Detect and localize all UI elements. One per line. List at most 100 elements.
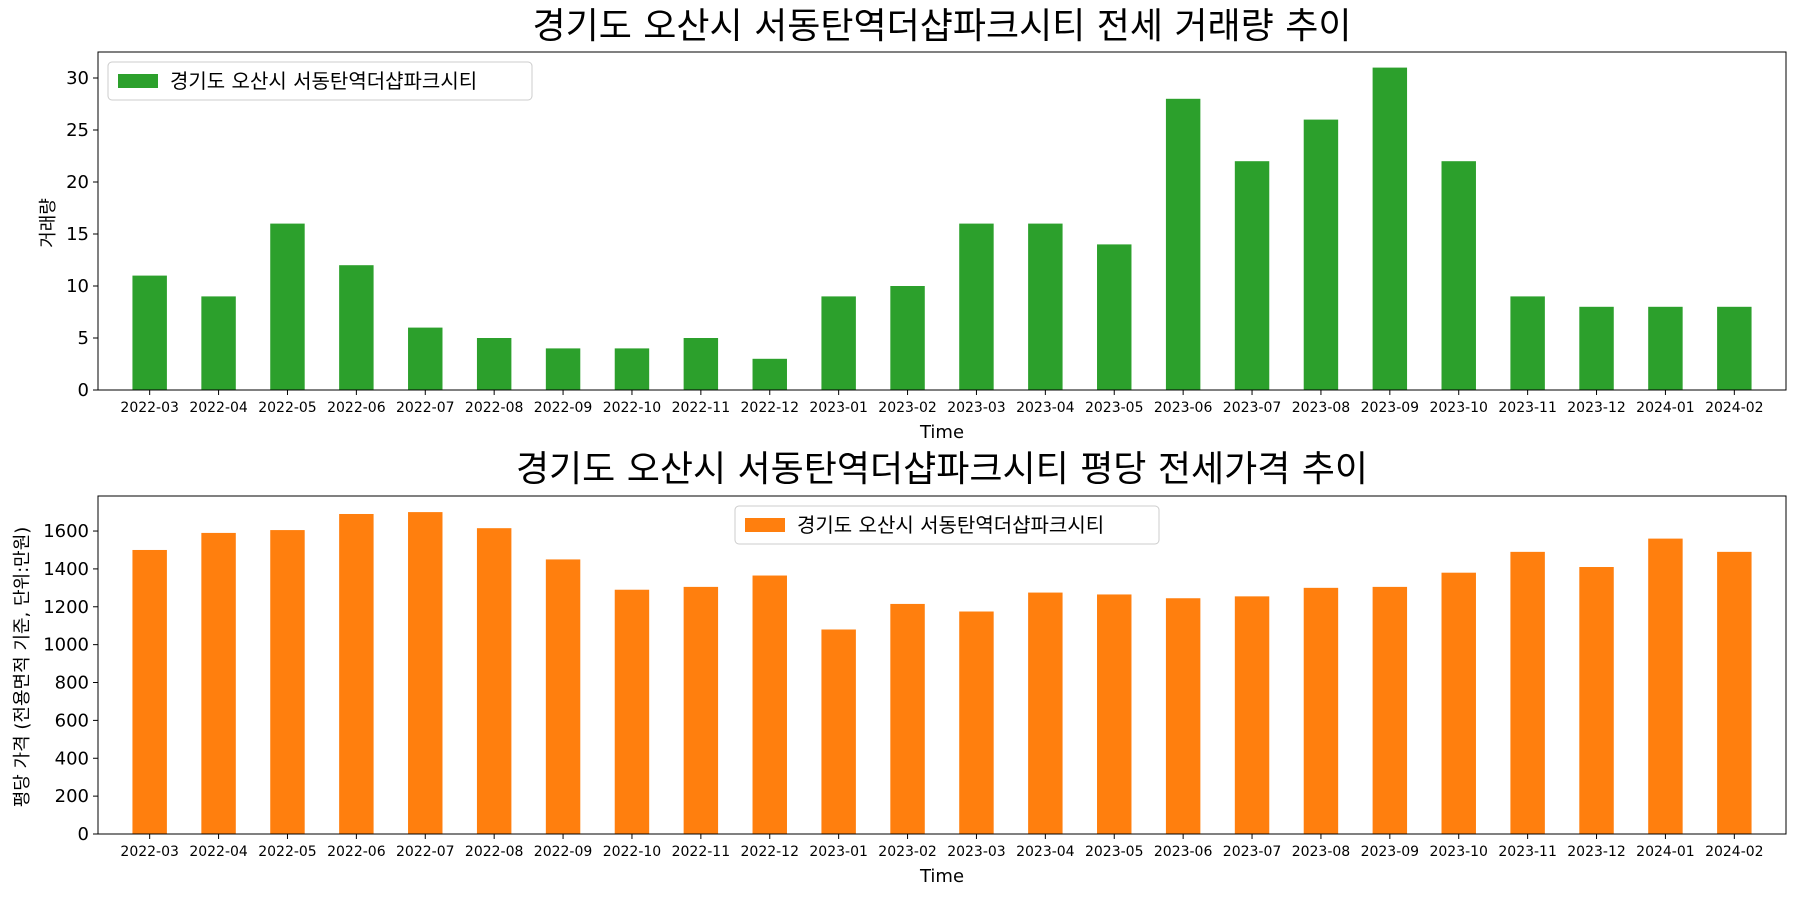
chart-1-bar-2022-08 bbox=[476, 338, 512, 390]
chart-2-axes-frame bbox=[97, 495, 1787, 835]
chart-1-bar-2023-09 bbox=[1372, 67, 1408, 390]
chart-2-plot: 2022-03 2022-04 2022-05 2022-06 2022-07 2022-… bbox=[43, 495, 1787, 860]
chart-1-y-tick-label: 0 bbox=[78, 380, 89, 401]
chart-2-bar-2024-02 bbox=[1717, 551, 1752, 834]
chart-2-bar-2022-07 bbox=[408, 512, 443, 834]
chart-1-bar-2023-12 bbox=[1579, 306, 1614, 390]
chart-2-y-tick-label: 1200 bbox=[43, 597, 89, 618]
chart-1-bar-2022-03 bbox=[132, 275, 167, 390]
chart-1-title: 경기도 오산시 서동탄역더샵파크시티 전세 거래량 추이 bbox=[533, 6, 1352, 47]
chart-2-x-tick-label: 2022-05 bbox=[258, 844, 317, 860]
chart-2-x-tick-label: 2023-10 bbox=[1429, 844, 1488, 860]
chart-2-x-tick-label: 2022-04 bbox=[189, 844, 248, 860]
chart-2-bar-2023-09 bbox=[1372, 586, 1408, 834]
chart-1-x-tick-label: 2022-11 bbox=[672, 400, 731, 416]
chart-1-x-tick-label: 2022-05 bbox=[258, 400, 317, 416]
chart-1-bar-2022-04 bbox=[201, 296, 236, 390]
chart-1-bar-2022-11 bbox=[683, 338, 719, 390]
chart-1-y-tick-label: 10 bbox=[66, 276, 89, 297]
chart-2-x-tick-label: 2023-01 bbox=[809, 844, 868, 860]
chart-1-axes-frame bbox=[97, 51, 1787, 391]
chart-1-x-tick-label: 2023-10 bbox=[1429, 400, 1488, 416]
chart-1-legend-box bbox=[107, 61, 533, 101]
chart-2-title: 경기도 오산시 서동탄역더샵파크시티 평당 전세가격 추이 bbox=[516, 449, 1368, 490]
chart-1-x-tick-label: 2023-07 bbox=[1223, 400, 1282, 416]
chart-1-plot: 2022-03 2022-04 2022-05 2022-06 2022-07 2022-… bbox=[66, 51, 1787, 416]
chart-2-legend-swatch bbox=[745, 518, 785, 532]
chart-1-y-tick-label: 15 bbox=[66, 224, 89, 245]
chart-2-xlabel: Time bbox=[919, 866, 964, 887]
chart-1-x-tick-label: 2023-02 bbox=[878, 400, 937, 416]
chart-2-x-tick-label: 2024-01 bbox=[1636, 844, 1695, 860]
chart-2-x-tick-label: 2022-03 bbox=[120, 844, 179, 860]
chart-2-bar-2022-03 bbox=[132, 549, 167, 834]
chart-2-bar-2022-12 bbox=[752, 575, 787, 834]
chart-2-ylabel: 평당 가격 (전용면적 기준, 단위:만원) bbox=[12, 527, 33, 808]
chart-2-x-tick-label: 2022-06 bbox=[327, 844, 386, 860]
chart-2-bar-2022-11 bbox=[683, 586, 719, 834]
chart-1-x-tick-label: 2022-12 bbox=[741, 400, 800, 416]
chart-1-x-tick-label: 2022-08 bbox=[465, 400, 524, 416]
chart-1-bar-2023-01 bbox=[821, 296, 856, 390]
chart-1-x-tick-label: 2023-06 bbox=[1154, 400, 1213, 416]
chart-2-legend-label: 경기도 오산시 서동탄역더샵파크시티 bbox=[797, 513, 1104, 537]
chart-1-x-tick-label: 2024-02 bbox=[1705, 400, 1764, 416]
chart-1-y-tick-label: 30 bbox=[66, 68, 89, 89]
chart-1-x-tick-label: 2023-03 bbox=[947, 400, 1006, 416]
chart-1-bar-2023-08 bbox=[1303, 119, 1339, 390]
chart-1-bar-2023-02 bbox=[890, 286, 925, 390]
chart-1-legend-label: 경기도 오산시 서동탄역더샵파크시티 bbox=[170, 69, 477, 93]
chart-2-bar-2024-01 bbox=[1648, 538, 1683, 834]
chart-2-bar-2022-09 bbox=[545, 559, 581, 834]
chart-1-legend: 경기도 오산시 서동탄역더샵파크시티 bbox=[107, 61, 533, 101]
chart-2-legend-box bbox=[734, 505, 1160, 545]
chart-2-y-tick-label: 600 bbox=[55, 710, 89, 731]
chart-2-bar-2022-06 bbox=[339, 513, 374, 834]
chart-2-x-tick-label: 2023-06 bbox=[1154, 844, 1213, 860]
chart-1-x-tick-label: 2022-07 bbox=[396, 400, 455, 416]
chart-1-bar-2022-05 bbox=[270, 223, 305, 390]
chart-2-y-tick-label: 0 bbox=[78, 824, 89, 845]
chart-2-x-tick-label: 2022-09 bbox=[534, 844, 593, 860]
chart-1-x-tick-label: 2022-04 bbox=[189, 400, 248, 416]
chart-2-bar-2022-10 bbox=[614, 589, 650, 834]
chart-2-bar-2022-05 bbox=[270, 530, 305, 834]
chart-2-x-tick-label: 2023-05 bbox=[1085, 844, 1144, 860]
chart-1-x-tick-label: 2022-06 bbox=[327, 400, 386, 416]
chart-2-x-tick-label: 2022-07 bbox=[396, 844, 455, 860]
chart-2-y-tick-label: 400 bbox=[55, 748, 89, 769]
chart-2-x-tick-label: 2022-10 bbox=[603, 844, 662, 860]
chart-2-x-tick-label: 2024-02 bbox=[1705, 844, 1764, 860]
chart-2-legend: 경기도 오산시 서동탄역더샵파크시티 bbox=[734, 505, 1160, 545]
chart-1-x-tick-label: 2023-05 bbox=[1085, 400, 1144, 416]
chart-2-bar-2023-01 bbox=[821, 629, 856, 834]
chart-2-x-tick-label: 2023-02 bbox=[878, 844, 937, 860]
chart-1-bar-2023-10 bbox=[1441, 161, 1476, 390]
chart-1-bar-2022-06 bbox=[339, 265, 374, 390]
chart-1-legend-swatch bbox=[118, 74, 158, 88]
chart-2-y-tick-label: 1400 bbox=[43, 559, 89, 580]
chart-2-bar-2022-04 bbox=[201, 532, 236, 834]
chart-1-x-tick-label: 2023-04 bbox=[1016, 400, 1075, 416]
chart-2-bar-2023-04 bbox=[1028, 592, 1063, 834]
chart-2-x-tick-label: 2023-12 bbox=[1567, 844, 1626, 860]
chart-1-x-tick-label: 2023-12 bbox=[1567, 400, 1626, 416]
chart-2-y-tick-label: 1000 bbox=[43, 635, 89, 656]
chart-1-bar-2023-06 bbox=[1165, 98, 1201, 391]
chart-2-y-tick-label: 200 bbox=[55, 786, 89, 807]
chart-2-bar-2023-05 bbox=[1097, 594, 1132, 834]
chart-1-x-tick-label: 2024-01 bbox=[1636, 400, 1695, 416]
chart-1-bar-2022-09 bbox=[545, 348, 581, 390]
chart-2-y-tick-label: 800 bbox=[55, 673, 89, 694]
chart-2-x-tick-label: 2023-08 bbox=[1292, 844, 1351, 860]
chart-2-bar-2022-08 bbox=[476, 528, 512, 834]
chart-1-x-tick-label: 2023-08 bbox=[1292, 400, 1351, 416]
chart-1-x-tick-label: 2023-01 bbox=[809, 400, 868, 416]
chart-1-bar-2023-11 bbox=[1510, 296, 1545, 390]
chart-1-x-tick-label: 2022-09 bbox=[534, 400, 593, 416]
chart-2-x-tick-label: 2023-07 bbox=[1223, 844, 1282, 860]
chart-1-bar-2024-01 bbox=[1648, 306, 1683, 390]
chart-2-bar-2023-03 bbox=[959, 611, 994, 834]
